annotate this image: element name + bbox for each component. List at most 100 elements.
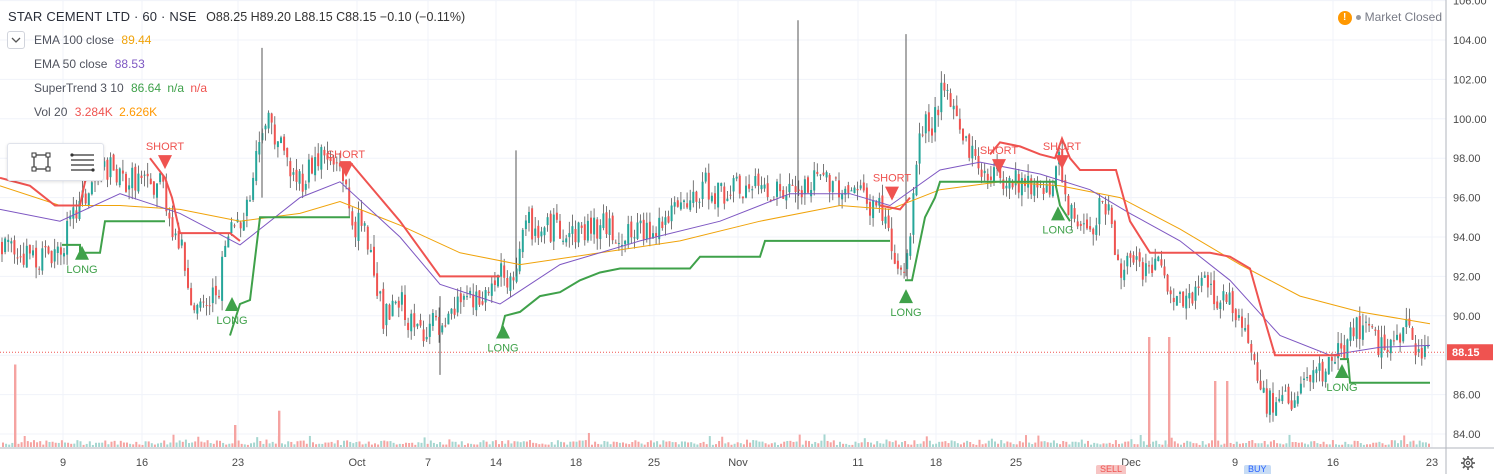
candle-body — [509, 276, 512, 291]
candle-body — [617, 242, 620, 244]
candle-body — [1222, 291, 1225, 301]
volume-bar — [522, 441, 525, 447]
candle-body — [552, 214, 555, 242]
candle-body — [1042, 187, 1045, 194]
candle-body — [1191, 292, 1194, 304]
candle-body — [1303, 378, 1305, 380]
volume-bar — [746, 439, 748, 447]
last-price-label: 88.15 — [1452, 347, 1480, 359]
candle-body — [252, 177, 255, 200]
candle-body — [577, 222, 580, 243]
volume-bar — [405, 442, 407, 447]
x-tick-label: 9 — [1232, 457, 1238, 469]
volume-bar — [671, 442, 674, 447]
candle-body — [586, 220, 589, 241]
x-tick-label: Nov — [728, 457, 748, 469]
volume-bar — [699, 442, 702, 447]
candle-body — [230, 222, 233, 234]
volume-bar — [383, 440, 386, 447]
candle-body — [745, 185, 747, 198]
volume-bar — [262, 443, 265, 447]
volume-bar — [163, 440, 166, 447]
volume-bar — [665, 441, 668, 447]
candle-body — [1420, 347, 1423, 359]
indicator-ema100[interactable]: EMA 100 close 89.44 — [34, 33, 152, 47]
indicator-supertrend[interactable]: SuperTrend 3 10 86.64 n/a n/a — [34, 81, 208, 95]
market-status[interactable]: ! Market Closed — [1337, 10, 1442, 25]
candle-body — [413, 313, 416, 328]
volume-bar — [1127, 441, 1130, 447]
candle-body — [391, 300, 394, 317]
candle-body — [797, 189, 800, 192]
candle-body — [205, 305, 208, 307]
long-signal-label: LONG — [66, 264, 97, 276]
lines-tool-button[interactable] — [68, 150, 95, 174]
candle-body — [118, 168, 121, 186]
indicator-volume[interactable]: Vol 20 3.284K 2.626K — [34, 105, 158, 119]
volume-bar — [1152, 441, 1155, 447]
volume-bar — [535, 443, 538, 447]
collapse-legend-button[interactable] — [7, 31, 25, 49]
volume-bar — [928, 440, 931, 447]
candle-body — [394, 301, 397, 304]
candle-body — [1365, 321, 1367, 323]
volume-bar — [1000, 440, 1003, 447]
rectangle-icon — [31, 152, 51, 172]
candle-body — [627, 224, 630, 244]
candle-body — [1163, 266, 1166, 276]
chart-settings-button[interactable] — [1460, 455, 1476, 471]
volume-bar — [1087, 440, 1089, 447]
candle-body — [621, 244, 623, 246]
candle-body — [1386, 349, 1389, 352]
buy-tag[interactable]: BUY — [1244, 465, 1271, 474]
volume-bar — [643, 444, 646, 447]
candle-body — [887, 215, 890, 228]
volume-bar — [550, 442, 553, 447]
y-tick-label: 94.00 — [1453, 232, 1481, 244]
volume-bar — [755, 440, 758, 447]
candle-body — [924, 114, 927, 134]
volume-bar — [274, 443, 277, 447]
volume-bar — [200, 441, 203, 447]
volume-bar — [715, 444, 717, 447]
short-signal-label: SHORT — [873, 173, 912, 185]
volume-bar — [1421, 442, 1424, 447]
candle-body — [512, 277, 515, 281]
volume-bar — [343, 440, 345, 447]
candle-body — [53, 249, 56, 262]
candle-body — [937, 109, 940, 116]
volume-bar — [2, 442, 4, 447]
volume-bar — [1269, 441, 1272, 447]
candle-body — [1296, 396, 1299, 404]
volume-bar — [975, 444, 978, 447]
candle-body — [847, 185, 850, 193]
candle-body — [583, 224, 586, 241]
volume-bar — [780, 443, 783, 447]
supertrend-down-line — [149, 157, 241, 242]
volume-bar — [225, 444, 228, 447]
candle-body — [788, 183, 791, 193]
indicator-ema50[interactable]: EMA 50 close 88.53 — [34, 57, 145, 71]
candle-body — [115, 169, 118, 183]
volume-bar — [42, 444, 45, 447]
sell-tag[interactable]: SELL — [1096, 465, 1127, 474]
candle-body — [1272, 393, 1274, 413]
candle-body — [645, 222, 648, 240]
candle-body — [915, 164, 918, 196]
candle-body — [1157, 256, 1160, 262]
rectangle-tool-button[interactable] — [28, 150, 54, 174]
candle-body — [301, 173, 304, 192]
volume-bar — [972, 444, 975, 447]
candle-body — [1306, 377, 1309, 379]
candle-body — [1293, 400, 1296, 408]
candle-body — [280, 137, 282, 144]
symbol-name[interactable]: STAR CEMENT LTD · 60 · NSE — [8, 9, 197, 24]
volume-bar — [1344, 441, 1347, 447]
candle-body — [326, 153, 329, 160]
volume-bar — [1021, 442, 1024, 447]
long-signal-label: LONG — [216, 315, 247, 327]
volume-bar — [891, 442, 894, 447]
volume-bar — [764, 443, 767, 447]
candle-body — [472, 294, 475, 308]
